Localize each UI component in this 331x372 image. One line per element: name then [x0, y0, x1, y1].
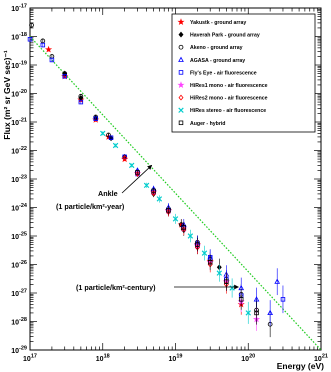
data-point — [106, 132, 111, 138]
data-point — [195, 242, 200, 247]
data-point — [78, 99, 84, 105]
legend-marker — [178, 70, 184, 75]
annotations: Ankle (1 particle/km²-year) (1 particle/km… — [56, 164, 239, 292]
annotation-ankle: Ankle — [98, 189, 118, 198]
data-point — [151, 190, 157, 197]
annotation-arrow — [121, 164, 153, 194]
data-point — [78, 93, 84, 99]
data-point — [216, 270, 223, 276]
y-tick-label: 10-17 — [11, 4, 27, 14]
y-tick-label: 10-19 — [11, 61, 27, 71]
y-tick-label: 10-20 — [11, 89, 27, 99]
y-tick-label: 10-21 — [11, 118, 27, 128]
data-markers — [27, 22, 286, 338]
legend-label: Yakustk - ground array — [190, 20, 246, 26]
x-tick-label: 1020 — [241, 354, 255, 364]
x-tick-label: 1017 — [23, 354, 37, 364]
data-point — [267, 309, 274, 316]
data-point — [40, 42, 46, 48]
legend-marker — [178, 56, 184, 62]
legend-label: Haverah Park - ground array — [190, 33, 260, 39]
data-point — [224, 279, 229, 284]
legend-label: HiRes1 mono - air fluorescence — [190, 83, 268, 89]
y-tick-label: 10-27 — [11, 289, 27, 299]
data-point — [280, 297, 286, 302]
legend-label: Akeno - ground array — [190, 45, 243, 51]
axis-ticks — [29, 7, 322, 351]
y-tick-label: 10-28 — [11, 317, 27, 327]
x-axis-label: Energy (eV) — [277, 361, 324, 371]
data-point — [253, 296, 260, 302]
data-point — [128, 162, 135, 169]
y-tick-label: 10-26 — [11, 260, 27, 270]
y-tick-label: 10-22 — [11, 146, 27, 156]
x-tick-label: 1018 — [96, 354, 110, 364]
data-point — [181, 225, 187, 230]
data-point — [27, 37, 33, 42]
data-point — [143, 182, 150, 189]
tick-labels: 1017 1018 1019 1020 1021 10-17 10-18 10-19 10-20… — [11, 4, 328, 364]
y-tick-label: 10-29 — [11, 346, 27, 356]
legend-marker — [178, 44, 184, 50]
data-point — [49, 57, 55, 63]
y-tick-label: 10-18 — [11, 32, 27, 42]
y-tick-label: 10-23 — [11, 175, 27, 185]
legend-box — [171, 13, 316, 133]
data-point — [238, 297, 244, 302]
annotation-century: (1 particle/km²-century) — [76, 283, 156, 292]
legend-label: AGASA - ground array — [190, 58, 245, 64]
x-tick-label: 1021 — [314, 354, 328, 364]
reference-line — [29, 36, 322, 351]
data-point — [100, 130, 106, 137]
legend-label: HiRes2 mono - air fluorescence — [190, 96, 268, 102]
data-point — [254, 310, 259, 316]
data-point — [45, 45, 53, 53]
y-axis-label: Flux (m² sr GeV sec)⁻¹ — [2, 50, 12, 140]
legend-marker — [178, 120, 184, 126]
data-point — [274, 278, 281, 284]
data-point — [122, 154, 128, 161]
legend-marker — [177, 81, 185, 89]
data-point — [93, 116, 98, 121]
legend-label: HiRes stereo - air fluorescence — [190, 108, 266, 114]
data-point — [62, 74, 67, 79]
legend: Yakustk - ground array Haverah Park - gro… — [171, 13, 316, 133]
data-point — [166, 208, 171, 213]
data-point — [245, 310, 251, 316]
data-point — [29, 22, 34, 28]
y-tick-label: 10-24 — [11, 203, 28, 213]
data-point — [108, 135, 114, 140]
legend-marker — [177, 18, 185, 26]
legend-marker — [178, 31, 184, 38]
data-point — [135, 170, 140, 175]
data-point — [229, 285, 235, 291]
legend-marker — [178, 107, 184, 113]
data-point — [112, 142, 119, 149]
y-tick-label: 10-25 — [11, 232, 27, 242]
data-point — [172, 216, 179, 222]
legend-marker — [178, 94, 184, 101]
legend-label: Fly's Eye - air fluorescence — [190, 70, 257, 76]
data-point — [151, 188, 156, 194]
data-point — [207, 260, 213, 265]
legend-label: Auger - hybrid — [190, 121, 225, 127]
data-point — [134, 171, 140, 177]
data-point — [156, 196, 163, 202]
data-point — [201, 250, 208, 256]
data-point — [187, 233, 194, 239]
x-tick-label: 1019 — [169, 354, 183, 364]
annotation-ankle-rate: (1 particle/km²-year) — [56, 202, 125, 211]
